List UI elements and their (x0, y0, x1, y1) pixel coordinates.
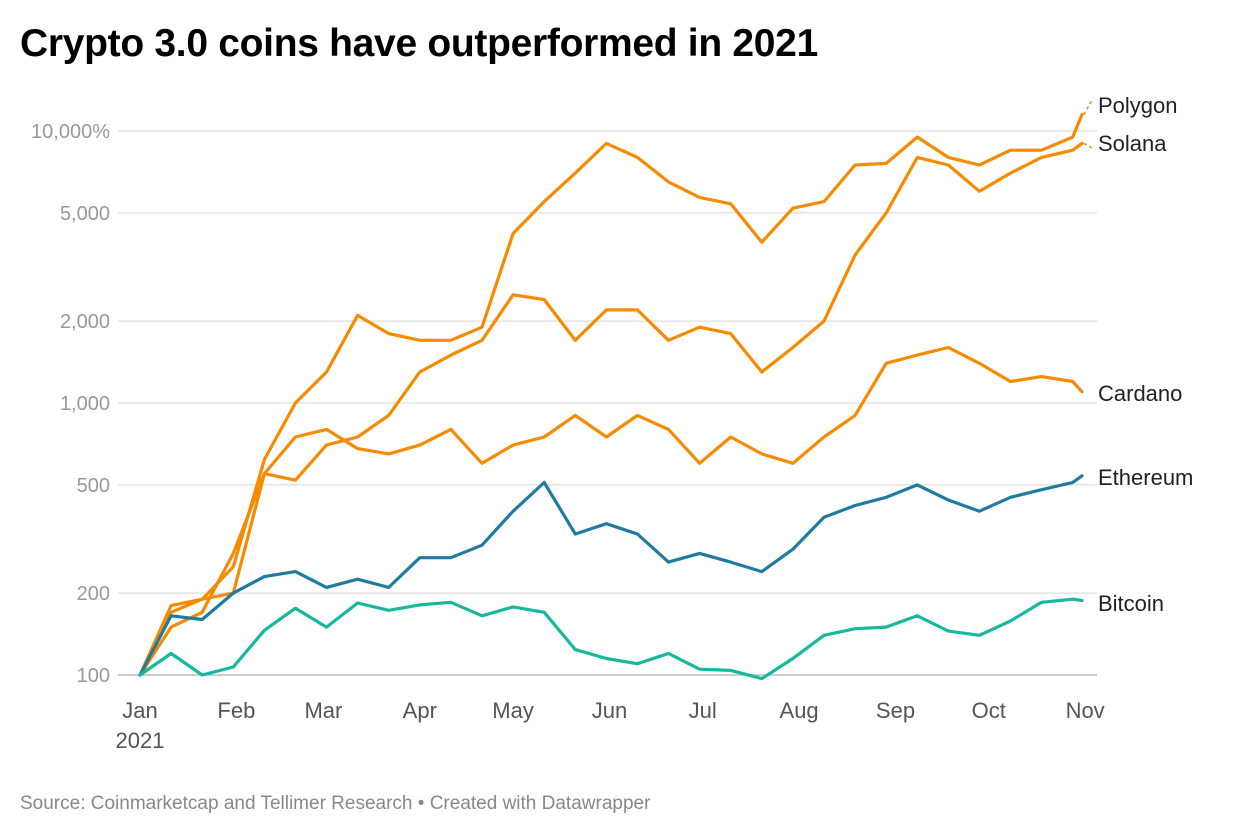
y-tick-label: 500 (77, 475, 110, 497)
x-tick-label: Apr (403, 698, 437, 723)
y-tick-label: 1,000 (60, 393, 110, 415)
x-tick-label: Mar (304, 698, 342, 723)
series-line-ethereum (138, 474, 1084, 677)
y-tick-label: 10,000% (31, 121, 110, 143)
y-axis: 100 200 500 1,000 2,000 5,000 10,000% (31, 121, 110, 687)
y-tick-label: 200 (77, 583, 110, 605)
source-footer: Source: Coinmarketcap and Tellimer Resea… (20, 793, 651, 814)
series-label-ethereum: Ethereum (1098, 465, 1193, 490)
x-tick-label: Feb (217, 698, 255, 723)
series-labels: Polygon Solana Cardano Ethereum Bitcoin (1083, 93, 1193, 616)
x-tick-label: Nov (1066, 698, 1105, 723)
x-tick-sublabel: 2021 (116, 728, 165, 753)
series-line-polygon (138, 112, 1084, 677)
series-label-cardano: Cardano (1098, 381, 1182, 406)
x-tick-label: Sep (876, 698, 915, 723)
x-tick-label: May (492, 698, 534, 723)
x-tick-label: Aug (780, 698, 819, 723)
label-leader-line (1083, 99, 1093, 115)
series-label-polygon: Polygon (1098, 93, 1178, 118)
series-label-solana: Solana (1098, 131, 1167, 156)
x-tick-label: Oct (972, 698, 1006, 723)
label-leader-line (1083, 142, 1093, 149)
y-tick-label: 5,000 (60, 203, 110, 225)
x-axis: Jan 2021 Feb Mar Apr May Jun Jul Aug Sep Oct Nov (116, 698, 1105, 753)
gridlines (118, 130, 1097, 676)
series-line-solana (138, 141, 1084, 677)
y-tick-label: 100 (77, 665, 110, 687)
y-tick-label: 2,000 (60, 311, 110, 333)
series-line-cardano (138, 345, 1084, 677)
series-lines (138, 112, 1084, 681)
chart-title: Crypto 3.0 coins have outperformed in 20… (20, 22, 818, 65)
x-tick-label: Jan (122, 698, 157, 723)
series-line-bitcoin (138, 597, 1084, 681)
x-tick-label: Jun (592, 698, 627, 723)
x-tick-label: Jul (689, 698, 717, 723)
series-label-bitcoin: Bitcoin (1098, 591, 1164, 616)
